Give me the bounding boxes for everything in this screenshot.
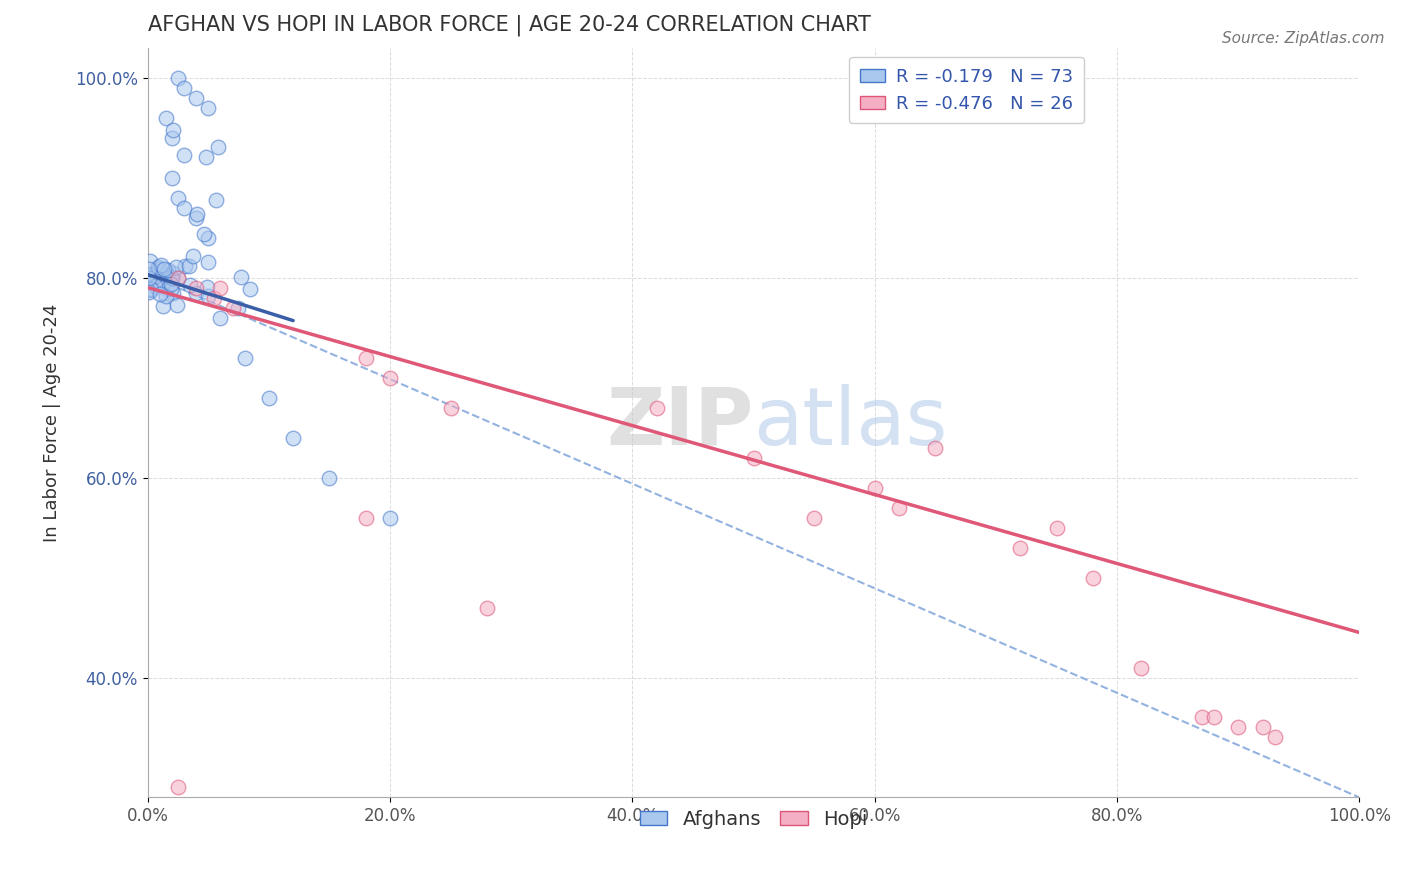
Point: [202, 291, 225, 305]
Text: Source: ZipAtlas.com: Source: ZipAtlas.com: [1222, 31, 1385, 46]
Point: [1191, 710, 1213, 724]
Point: [354, 351, 377, 365]
Point: [162, 123, 184, 137]
Point: [160, 282, 183, 296]
Point: [1227, 721, 1250, 735]
Point: [209, 310, 232, 325]
Point: [143, 278, 166, 293]
Point: [160, 270, 183, 285]
Text: ZIP: ZIP: [606, 384, 754, 461]
Y-axis label: In Labor Force | Age 20-24: In Labor Force | Age 20-24: [44, 303, 60, 541]
Point: [197, 289, 219, 303]
Legend: Afghans, Hopi: Afghans, Hopi: [631, 802, 876, 837]
Point: [1264, 731, 1286, 745]
Point: [139, 254, 162, 268]
Point: [167, 191, 190, 205]
Point: [195, 279, 218, 293]
Point: [239, 282, 262, 296]
Point: [1081, 570, 1104, 584]
Point: [156, 282, 179, 296]
Point: [378, 510, 401, 524]
Point: [226, 301, 249, 316]
Point: [152, 299, 174, 313]
Point: [155, 111, 177, 125]
Point: [1010, 541, 1032, 555]
Point: [475, 600, 498, 615]
Point: [183, 248, 205, 262]
Point: [138, 262, 160, 277]
Point: [156, 267, 179, 281]
Point: [186, 90, 208, 104]
Point: [209, 280, 232, 294]
Point: [924, 441, 946, 455]
Point: [179, 278, 201, 293]
Point: [440, 401, 463, 415]
Point: [197, 230, 219, 244]
Point: [195, 150, 218, 164]
Point: [160, 170, 183, 185]
Point: [159, 270, 181, 285]
Point: [156, 268, 179, 282]
Text: atlas: atlas: [754, 384, 948, 461]
Point: [863, 481, 886, 495]
Point: [138, 267, 160, 281]
Point: [177, 259, 200, 273]
Point: [155, 289, 177, 303]
Point: [281, 431, 304, 445]
Point: [1130, 660, 1153, 674]
Point: [141, 284, 163, 298]
Point: [378, 370, 401, 384]
Point: [173, 148, 195, 162]
Point: [173, 201, 195, 215]
Point: [157, 262, 180, 277]
Point: [229, 270, 252, 285]
Point: [186, 280, 208, 294]
Point: [645, 401, 668, 415]
Point: [173, 80, 195, 95]
Point: [167, 780, 190, 795]
Point: [167, 270, 190, 285]
Point: [742, 450, 765, 465]
Point: [162, 266, 184, 280]
Point: [149, 286, 172, 301]
Point: [186, 211, 208, 225]
Text: AFGHAN VS HOPI IN LABOR FORCE | AGE 20-24 CORRELATION CHART: AFGHAN VS HOPI IN LABOR FORCE | AGE 20-2…: [148, 15, 870, 37]
Point: [1251, 721, 1274, 735]
Point: [207, 140, 229, 154]
Point: [193, 227, 215, 242]
Point: [141, 267, 163, 281]
Point: [148, 261, 170, 276]
Point: [160, 277, 183, 291]
Point: [148, 260, 170, 275]
Point: [174, 259, 197, 273]
Point: [186, 207, 208, 221]
Point: [197, 254, 219, 268]
Point: [165, 260, 187, 275]
Point: [150, 258, 173, 272]
Point: [887, 500, 910, 515]
Point: [160, 130, 183, 145]
Point: [257, 391, 280, 405]
Point: [1045, 520, 1067, 534]
Point: [153, 273, 176, 287]
Point: [221, 301, 243, 315]
Point: [143, 269, 166, 284]
Point: [153, 261, 176, 276]
Point: [803, 510, 825, 524]
Point: [354, 510, 377, 524]
Point: [1204, 710, 1226, 724]
Point: [143, 269, 166, 284]
Point: [204, 193, 226, 207]
Point: [167, 70, 190, 85]
Point: [138, 285, 160, 300]
Point: [138, 271, 160, 285]
Point: [162, 286, 184, 301]
Point: [167, 270, 190, 285]
Point: [139, 282, 162, 296]
Point: [197, 101, 219, 115]
Point: [233, 351, 256, 365]
Point: [318, 470, 340, 484]
Point: [166, 298, 188, 312]
Point: [184, 285, 207, 300]
